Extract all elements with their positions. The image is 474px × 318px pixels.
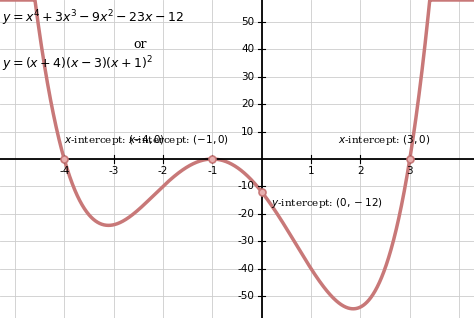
Text: -4: -4 bbox=[59, 166, 69, 176]
Text: $y$-intercept: $(0, -12)$: $y$-intercept: $(0, -12)$ bbox=[271, 196, 383, 210]
Text: 50: 50 bbox=[241, 17, 254, 27]
Text: 1: 1 bbox=[308, 166, 314, 176]
Text: 3: 3 bbox=[407, 166, 413, 176]
Text: -50: -50 bbox=[237, 291, 254, 301]
Text: -40: -40 bbox=[237, 264, 254, 274]
Text: 20: 20 bbox=[241, 99, 254, 109]
Text: $y = x^4 + 3x^3 - 9x^2 - 23x - 12$: $y = x^4 + 3x^3 - 9x^2 - 23x - 12$ bbox=[2, 8, 184, 28]
Text: $x$-intercept: $(-4, 0)$: $x$-intercept: $(-4, 0)$ bbox=[64, 133, 165, 147]
Text: -1: -1 bbox=[207, 166, 218, 176]
Text: -30: -30 bbox=[237, 236, 254, 246]
Text: 2: 2 bbox=[357, 166, 364, 176]
Text: -10: -10 bbox=[237, 181, 254, 191]
Text: -20: -20 bbox=[237, 209, 254, 219]
Text: $x$-intercept: $(3, 0)$: $x$-intercept: $(3, 0)$ bbox=[338, 133, 431, 147]
Text: $y = (x+4)(x-3)(x+1)^2$: $y = (x+4)(x-3)(x+1)^2$ bbox=[2, 55, 154, 74]
Text: or: or bbox=[133, 38, 147, 52]
Text: -3: -3 bbox=[109, 166, 119, 176]
Text: 10: 10 bbox=[241, 127, 254, 137]
Text: -2: -2 bbox=[158, 166, 168, 176]
Text: 30: 30 bbox=[241, 72, 254, 82]
Text: $x$-intercept: $(-1, 0)$: $x$-intercept: $(-1, 0)$ bbox=[128, 133, 229, 147]
Text: 40: 40 bbox=[241, 44, 254, 54]
